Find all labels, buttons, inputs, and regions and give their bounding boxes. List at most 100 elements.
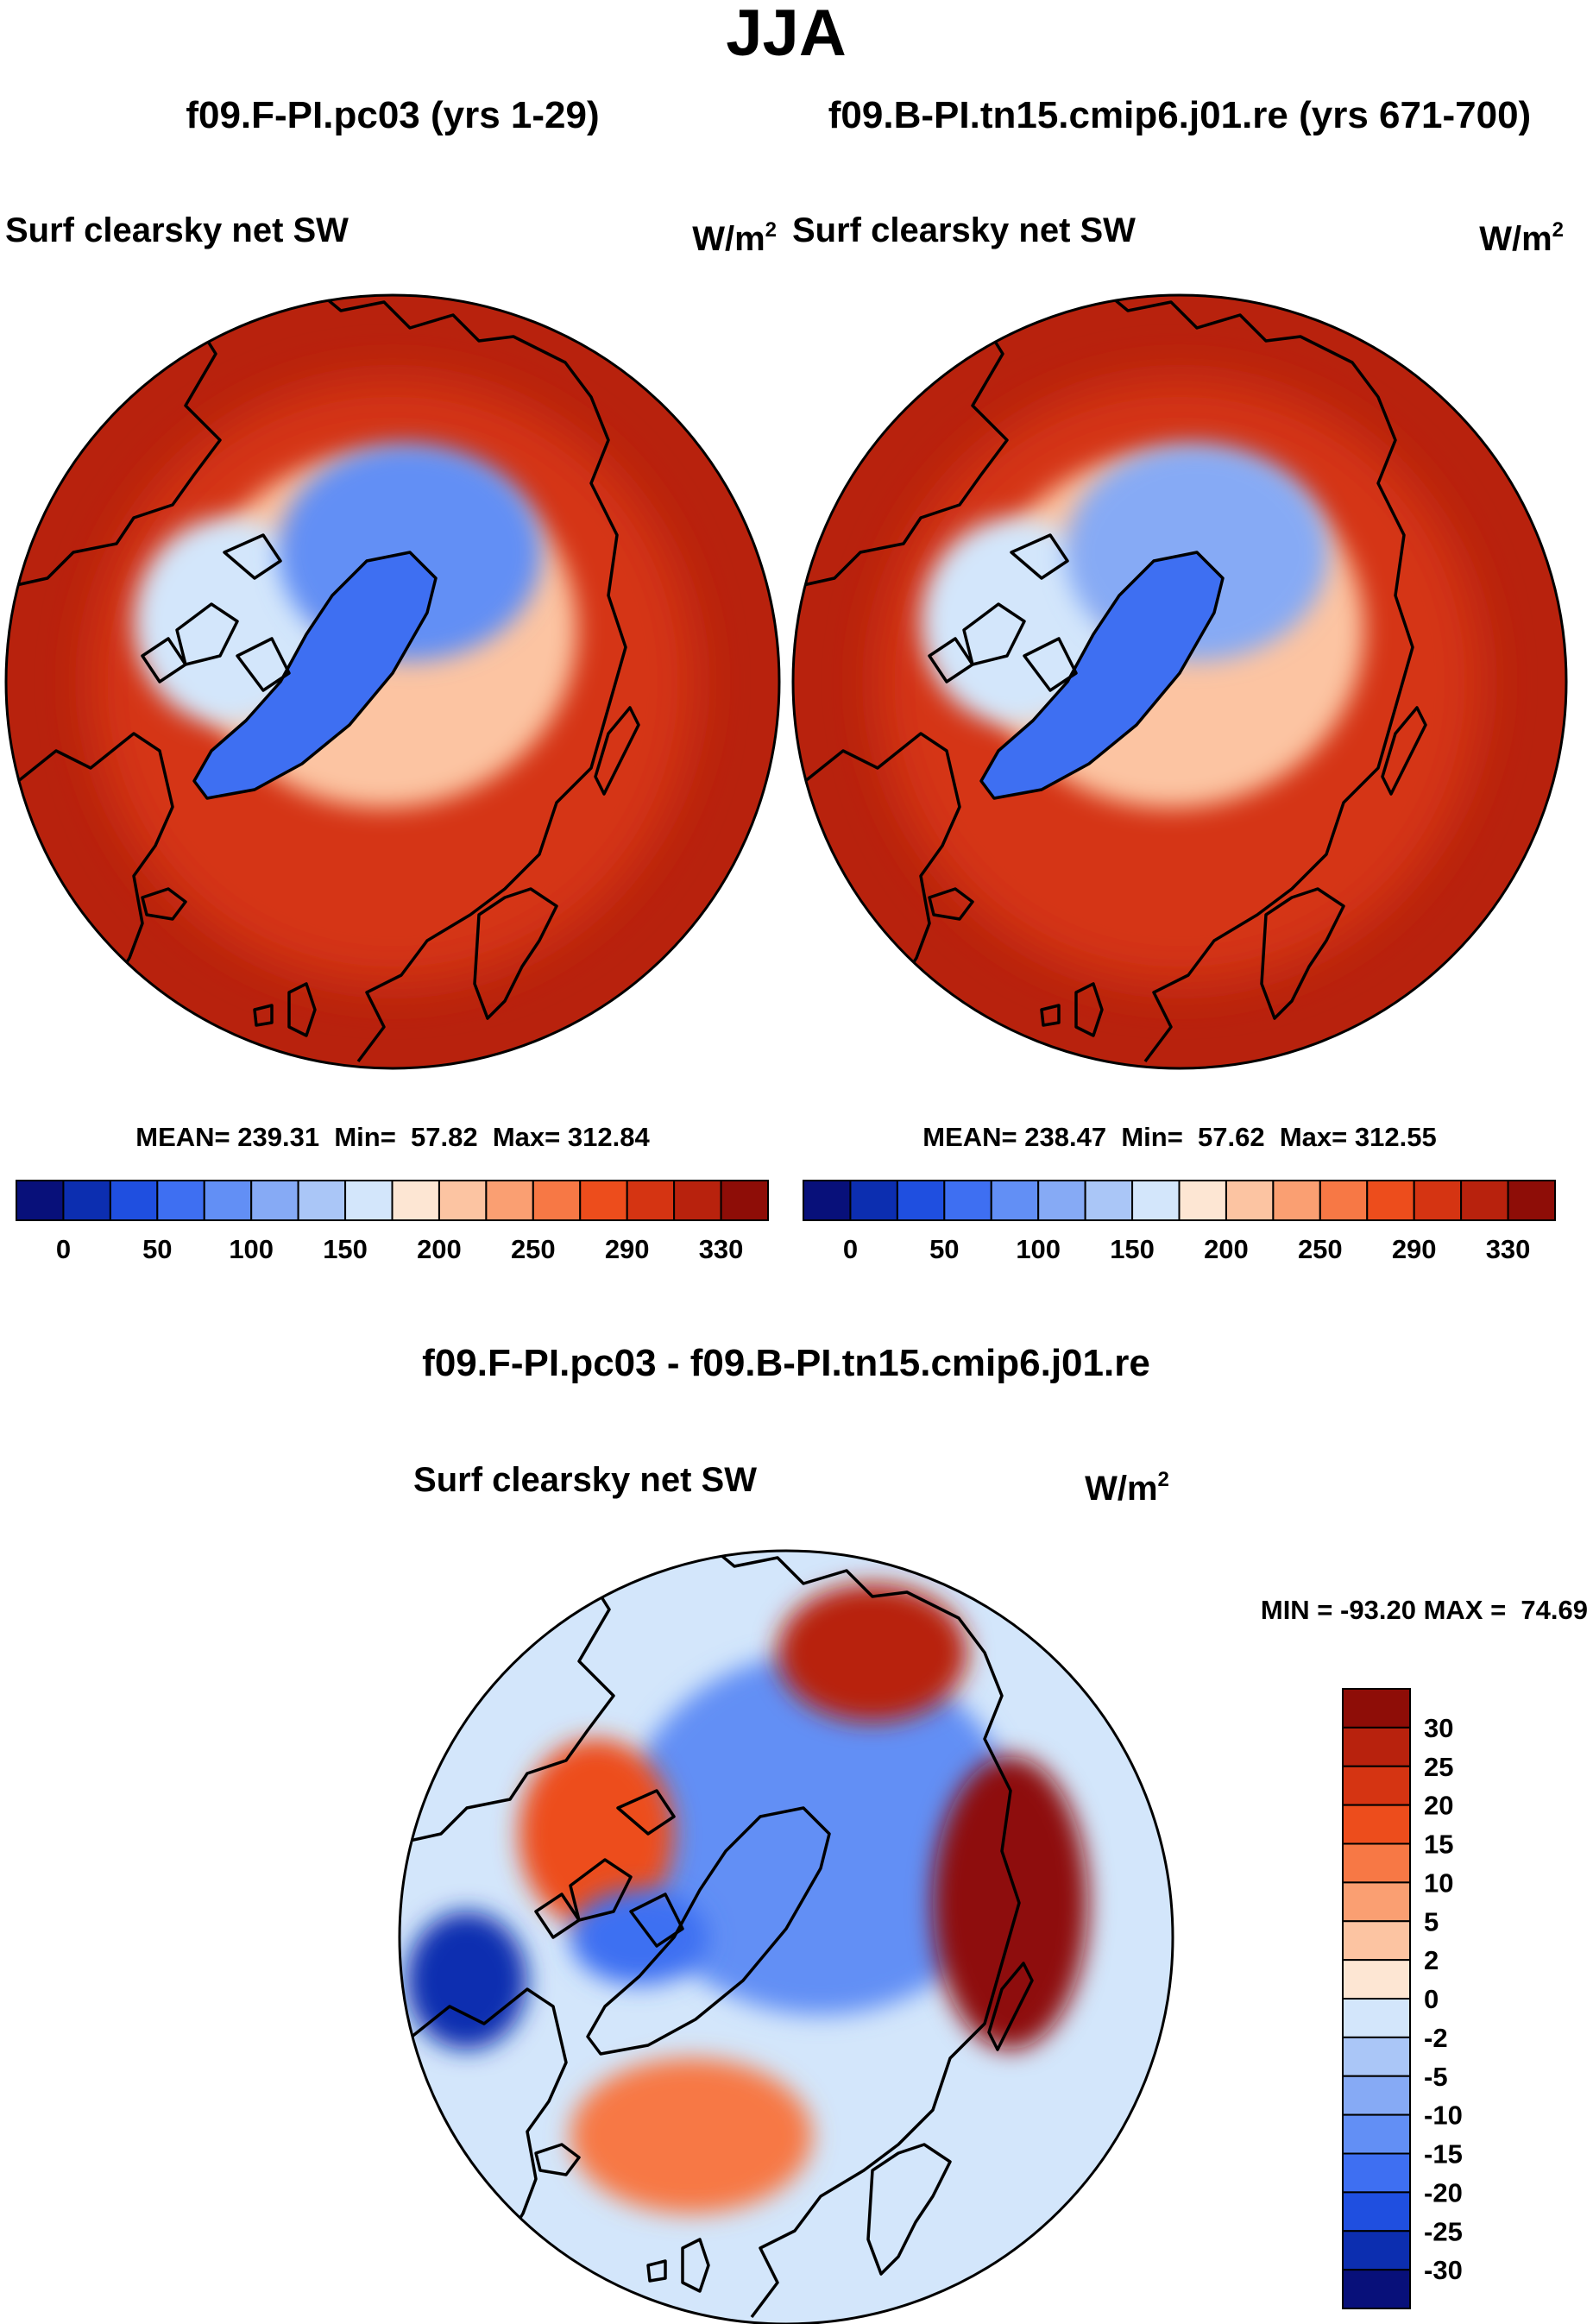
colorbar-tick-label: 290 [1392, 1234, 1437, 1264]
colorbar-tick-label: 50 [929, 1234, 959, 1264]
panel-c-variable: Surf clearsky net SW [413, 1461, 757, 1499]
british-isles-outline [1040, 982, 1104, 1037]
colorbar-swatch [1342, 2269, 1411, 2309]
colorbar-tick-label: -5 [1424, 2062, 1448, 2092]
colorbar-tick-label: -15 [1424, 2139, 1463, 2170]
colorbar-swatch [485, 1180, 534, 1221]
colorbar-swatch [1342, 2113, 1411, 2155]
panel-b-units: W/m2 [1479, 218, 1564, 258]
colorbar-swatch [1413, 1180, 1463, 1221]
british-isles-outline [646, 2238, 710, 2293]
colorbar-swatch [673, 1180, 722, 1221]
field-barents-kara [933, 1756, 1088, 2050]
colorbar-swatch [1084, 1180, 1134, 1221]
colorbar-tick-label: 330 [699, 1234, 744, 1264]
colorbar-swatch [1178, 1180, 1227, 1221]
panel-a-colorbar: 0 50 100 150 200 250 290 330 [16, 1180, 769, 1264]
scandinavia-outline [473, 887, 558, 1020]
colorbar-swatch [1507, 1180, 1556, 1221]
colorbar-tick-label: 100 [229, 1234, 274, 1264]
colorbar-swatch [297, 1180, 347, 1221]
greenland-outline [192, 551, 438, 800]
panel-a: f09.F-PI.pc03 (yrs 1-29) Surf clearsky n… [4, 94, 781, 1264]
colorbar-swatch [344, 1180, 394, 1221]
colorbar-swatch [1131, 1180, 1181, 1221]
colorbar-tick-label: 200 [417, 1234, 462, 1264]
field-greenland [981, 552, 1223, 798]
colorbar-tick-label: 100 [1016, 1234, 1061, 1264]
field-east-siberia [778, 1584, 967, 1722]
colorbar-swatch [391, 1180, 440, 1221]
colorbar-tick-label: -25 [1424, 2216, 1463, 2246]
canadian-archipelago-outline [534, 1789, 684, 1948]
panel-c-title: f09.F-PI.pc03 - f09.B-PI.tn15.cmip6.j01.… [422, 1342, 1150, 1384]
colorbar-tick-label: 150 [1110, 1234, 1155, 1264]
colorbar-tick-label: 50 [142, 1234, 172, 1264]
colorbar-tick-label: 20 [1424, 1791, 1453, 1821]
colorbar-tick-label: 10 [1424, 1867, 1453, 1898]
colorbar-swatch [990, 1180, 1040, 1221]
colorbar-swatch [438, 1180, 488, 1221]
scandinavia-outline [866, 2143, 952, 2276]
panel-c: f09.F-PI.pc03 - f09.B-PI.tn15.cmip6.j01.… [398, 1342, 1588, 2324]
novaya-zemlya-outline [1381, 706, 1427, 796]
colorbar-tick-label: -20 [1424, 2177, 1463, 2207]
colorbar-swatch [1342, 1959, 1411, 2000]
british-isles-outline [253, 982, 317, 1037]
colorbar-tick-label: 30 [1424, 1713, 1453, 1743]
colorbar-tick-label: -10 [1424, 2100, 1463, 2131]
panel-b-title: f09.B-PI.tn15.cmip6.j01.re (yrs 671-700) [828, 94, 1531, 136]
panel-c-map [400, 1551, 1173, 2324]
eurasia-coast [1041, 295, 1414, 1063]
panel-b-map-border [791, 293, 1568, 1070]
colorbar-swatch [1342, 2075, 1411, 2116]
colorbar-swatch [1037, 1180, 1086, 1221]
field-archipelago [134, 518, 324, 725]
colorbar-swatch [1366, 1180, 1415, 1221]
colorbar-swatch [896, 1180, 946, 1221]
colorbar-tick-label: 2 [1424, 1945, 1439, 1975]
greenland-outline [586, 1806, 831, 2056]
greenland-outline [979, 551, 1225, 800]
panel-a-units: W/m2 [692, 218, 777, 258]
colorbar-swatch [803, 1180, 852, 1221]
colorbar-tick-label: 250 [511, 1234, 556, 1264]
colorbar-tick-label: 290 [605, 1234, 650, 1264]
eurasia-coast [647, 1551, 1021, 2319]
field-greenland [194, 552, 436, 798]
eurasia-coast [254, 295, 627, 1063]
iceland-outline [928, 887, 974, 921]
panel-a-map-border [4, 293, 781, 1070]
colorbar-tick-label: 330 [1486, 1234, 1531, 1264]
field-archipelago [519, 1739, 674, 1929]
colorbar-swatch [156, 1180, 205, 1221]
colorbar-swatch [1272, 1180, 1321, 1221]
colorbar-swatch [849, 1180, 898, 1221]
colorbar-tick-label: 200 [1204, 1234, 1249, 1264]
panel-a-stats: MEAN= 239.31 Min= 57.82 Max= 312.84 [135, 1122, 650, 1152]
colorbar-swatch [1225, 1180, 1275, 1221]
novaya-zemlya-outline [987, 1962, 1034, 2051]
iceland-outline [534, 2143, 581, 2176]
colorbar-tick-label: 0 [843, 1234, 858, 1264]
colorbar-tick-label: -2 [1424, 2023, 1448, 2053]
colorbar-tick-label: 0 [1424, 1984, 1439, 2014]
panel-a-title: f09.F-PI.pc03 (yrs 1-29) [186, 94, 599, 136]
colorbar-tick-label: 250 [1298, 1234, 1343, 1264]
panel-b-colorbar: 0 50 100 150 200 250 290 330 [803, 1180, 1556, 1264]
colorbar-swatch [1342, 2036, 1411, 2077]
colorbar-swatch [1342, 1842, 1411, 1884]
colorbar-swatch [109, 1180, 159, 1221]
colorbar-tick-label: 25 [1424, 1752, 1453, 1782]
figure-title: JJA [726, 0, 846, 70]
colorbar-swatch [62, 1180, 111, 1221]
colorbar-swatch [250, 1180, 299, 1221]
canadian-archipelago-outline [928, 533, 1078, 692]
panel-a-variable: Surf clearsky net SW [5, 211, 349, 249]
colorbar-tick-label: 150 [323, 1234, 368, 1264]
colorbar-tick-label: -30 [1424, 2255, 1463, 2285]
colorbar-swatch [626, 1180, 676, 1221]
colorbar-swatch [1342, 1998, 1411, 2038]
